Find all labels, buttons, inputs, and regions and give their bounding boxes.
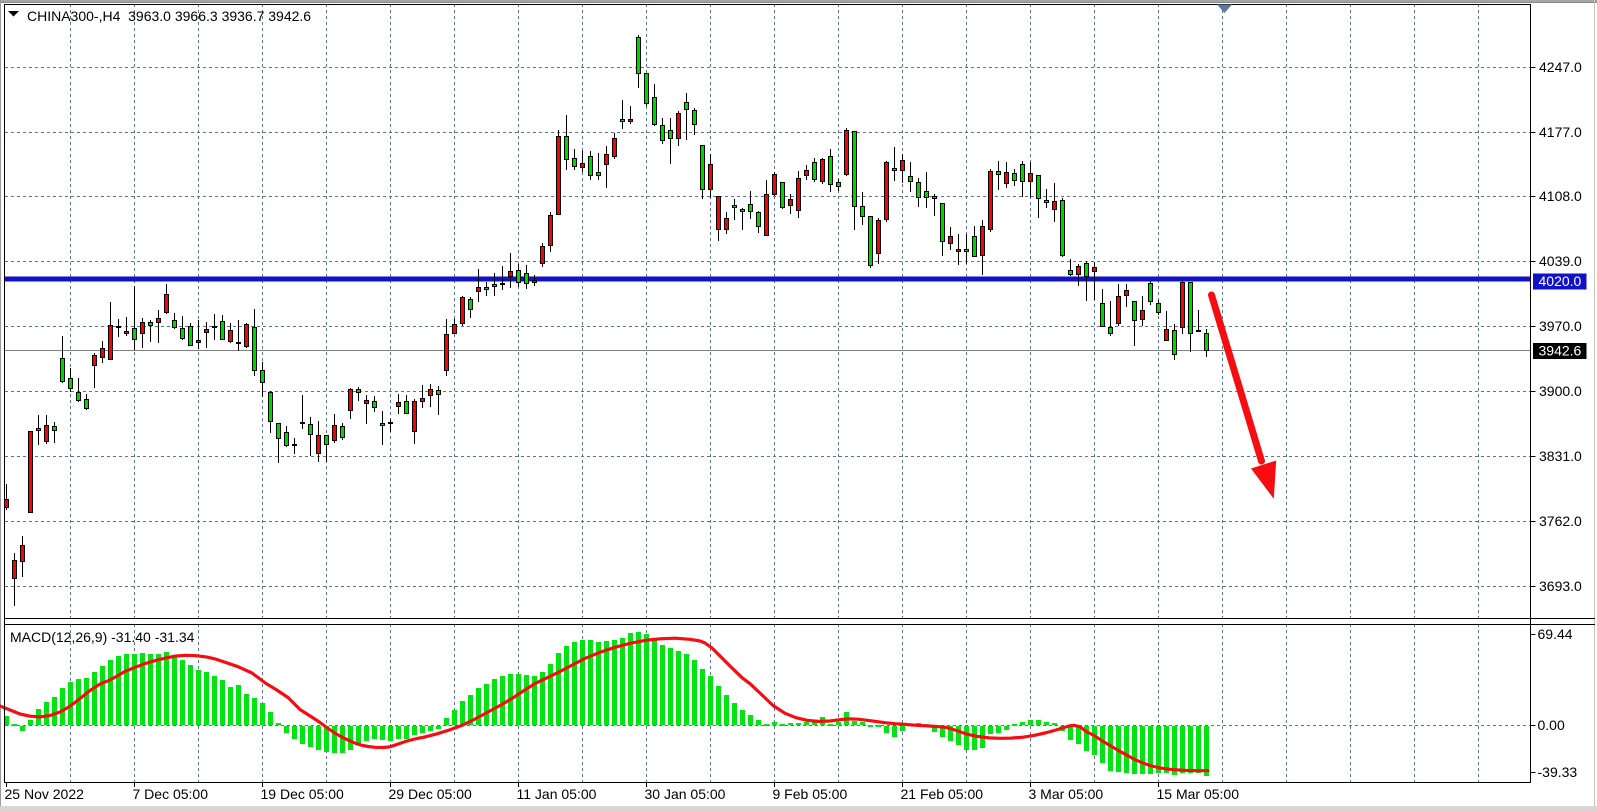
svg-text:25 Nov 2022: 25 Nov 2022	[5, 786, 85, 802]
svg-text:3942.6: 3942.6	[1539, 343, 1582, 359]
svg-text:4247.0: 4247.0	[1539, 59, 1582, 75]
svg-text:4020.0: 4020.0	[1539, 273, 1582, 289]
svg-text:4108.0: 4108.0	[1539, 188, 1582, 204]
svg-text:CHINA300-,H4 3963.0 3966.3 39: CHINA300-,H4 3963.0 3966.3 3936.7 3942.6	[27, 8, 311, 24]
svg-text:15 Mar 05:00: 15 Mar 05:00	[1157, 786, 1240, 802]
svg-text:9 Feb 05:00: 9 Feb 05:00	[773, 786, 848, 802]
svg-text:3 Mar 05:00: 3 Mar 05:00	[1029, 786, 1104, 802]
svg-text:69.44: 69.44	[1538, 626, 1573, 642]
svg-text:3900.0: 3900.0	[1539, 383, 1582, 399]
svg-text:4177.0: 4177.0	[1539, 124, 1582, 140]
svg-text:29 Dec 05:00: 29 Dec 05:00	[389, 786, 472, 802]
svg-text:7 Dec 05:00: 7 Dec 05:00	[133, 786, 209, 802]
svg-text:30 Jan 05:00: 30 Jan 05:00	[645, 786, 726, 802]
svg-text:MACD(12,26,9) -31.40 -31.34: MACD(12,26,9) -31.40 -31.34	[10, 629, 195, 645]
svg-text:3693.0: 3693.0	[1539, 578, 1582, 594]
svg-text:11 Jan 05:00: 11 Jan 05:00	[517, 786, 597, 802]
svg-text:19 Dec 05:00: 19 Dec 05:00	[261, 786, 344, 802]
svg-text:3831.0: 3831.0	[1539, 448, 1582, 464]
svg-text:3970.0: 3970.0	[1539, 318, 1582, 334]
svg-text:4039.0: 4039.0	[1539, 253, 1582, 269]
svg-text:-39.33: -39.33	[1538, 764, 1578, 780]
svg-text:0.00: 0.00	[1538, 717, 1565, 733]
svg-text:21 Feb 05:00: 21 Feb 05:00	[901, 786, 984, 802]
svg-text:3762.0: 3762.0	[1539, 513, 1582, 529]
